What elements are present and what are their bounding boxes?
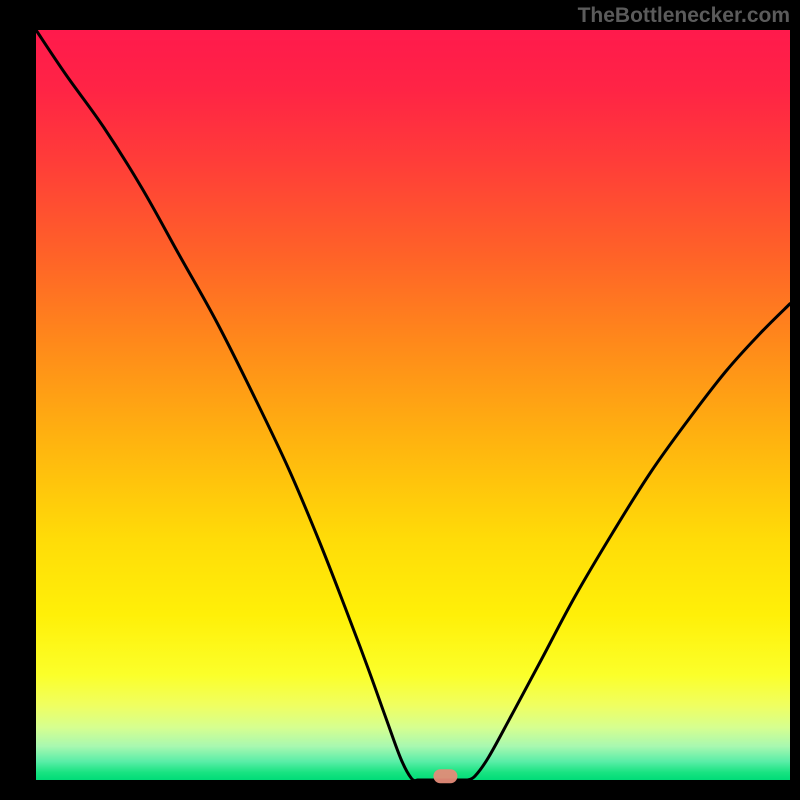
chart-stage: TheBottlenecker.com [0,0,800,800]
bottleneck-chart [0,0,800,800]
optimal-marker [433,769,457,783]
plot-background [36,30,790,780]
watermark-text: TheBottlenecker.com [578,4,790,28]
